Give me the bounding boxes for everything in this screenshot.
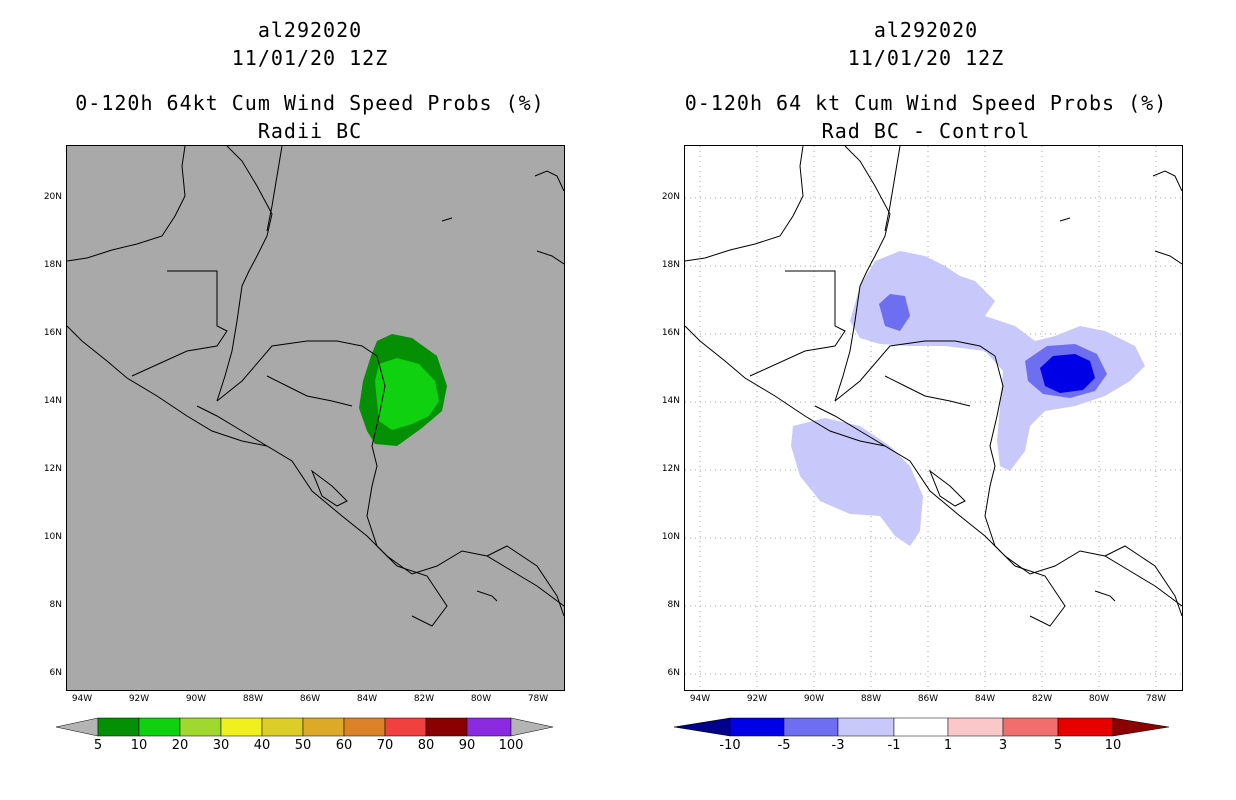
left-colorbar-swatch	[466, 717, 512, 737]
right-diff-minus5-contour	[1040, 354, 1095, 393]
right-colorbar	[674, 717, 1170, 737]
left-lat-label: 20N	[43, 192, 62, 202]
left-datetime: 11/01/20 12Z	[231, 46, 389, 70]
left-colorbar-high-end	[510, 717, 554, 737]
right-colorbar-label: 5	[1053, 738, 1063, 753]
left-colorbar-swatch	[384, 717, 427, 737]
right-diff-minus1-contour-north	[850, 251, 1145, 471]
left-subtitle: Radii BC	[257, 119, 363, 143]
right-colorbar-label: -5	[777, 738, 791, 753]
left-colorbar	[56, 717, 554, 737]
left-colorbar-swatch	[261, 717, 304, 737]
left-colorbar-swatch	[97, 717, 140, 737]
left-lon-label: 94W	[71, 694, 93, 704]
left-lon-label: 80W	[470, 694, 492, 704]
left-colorbar-swatch	[302, 717, 345, 737]
left-lat-label: 8N	[49, 600, 62, 610]
right-colorbar-swatch	[783, 717, 839, 737]
right-lon-label: 88W	[860, 694, 882, 704]
right-storm-id: al292020	[873, 18, 979, 42]
right-map	[684, 145, 1183, 691]
left-colorbar-swatch	[138, 717, 181, 737]
right-lat-label: 14N	[661, 396, 680, 406]
right-colorbar-swatch	[947, 717, 1004, 737]
left-colorbar-low-end	[56, 717, 99, 737]
right-title: 0-120h 64 kt Cum Wind Speed Probs (%)	[684, 91, 1168, 115]
left-colorbar-swatch	[220, 717, 263, 737]
right-colorbar-swatch	[729, 717, 785, 737]
right-gridlines	[685, 146, 1182, 690]
right-lon-label: 90W	[803, 694, 825, 704]
left-colorbar-label: 60	[335, 738, 353, 753]
right-diff-minus3-contour-north	[879, 294, 910, 331]
left-coastlines	[67, 146, 564, 627]
right-lon-label: 84W	[974, 694, 996, 704]
left-colorbar-swatch	[179, 717, 222, 737]
left-lon-label: 86W	[299, 694, 321, 704]
left-colorbar-label: 90	[458, 738, 476, 753]
left-lat-label: 6N	[49, 668, 62, 678]
left-colorbar-swatch	[343, 717, 386, 737]
right-lat-label: 8N	[667, 600, 680, 610]
right-lon-label: 78W	[1145, 694, 1167, 704]
left-colorbar-label: 100	[498, 738, 524, 753]
right-colorbar-label: -3	[831, 738, 845, 753]
left-lon-label: 84W	[356, 694, 378, 704]
right-subtitle: Rad BC - Control	[821, 119, 1031, 143]
left-lon-label: 78W	[527, 694, 549, 704]
left-prob-20-contour	[375, 358, 439, 430]
left-colorbar-label: 10	[130, 738, 148, 753]
right-colorbar-swatch	[837, 717, 895, 737]
right-lat-label: 20N	[661, 192, 680, 202]
left-colorbar-label: 30	[212, 738, 230, 753]
right-colorbar-swatch	[1057, 717, 1114, 737]
left-storm-id: al292020	[257, 18, 363, 42]
right-lat-label: 18N	[661, 260, 680, 270]
right-colorbar-label: 3	[998, 738, 1008, 753]
left-title: 0-120h 64kt Cum Wind Speed Probs (%)	[75, 91, 545, 115]
left-lat-label: 10N	[43, 532, 62, 542]
left-lat-label: 12N	[43, 464, 62, 474]
right-colorbar-swatch	[893, 717, 949, 737]
left-colorbar-label: 20	[171, 738, 189, 753]
right-colorbar-label: -1	[887, 738, 901, 753]
right-lat-label: 6N	[667, 668, 680, 678]
left-lon-label: 92W	[128, 694, 150, 704]
left-lat-label: 14N	[43, 396, 62, 406]
right-datetime: 11/01/20 12Z	[847, 46, 1005, 70]
left-colorbar-label: 80	[417, 738, 435, 753]
right-lon-label: 92W	[746, 694, 768, 704]
right-colorbar-swatch	[1002, 717, 1059, 737]
right-lon-label: 86W	[917, 694, 939, 704]
left-lon-label: 82W	[413, 694, 435, 704]
left-lat-label: 18N	[43, 260, 62, 270]
left-map	[66, 145, 565, 691]
left-lat-label: 16N	[43, 328, 62, 338]
left-lon-label: 90W	[185, 694, 207, 704]
right-lon-label: 82W	[1031, 694, 1053, 704]
right-colorbar-label: 1	[943, 738, 953, 753]
left-map-canvas	[67, 146, 564, 627]
left-lon-label: 88W	[242, 694, 264, 704]
left-colorbar-label: 50	[294, 738, 312, 753]
left-colorbar-label: 70	[376, 738, 394, 753]
right-lon-label: 94W	[689, 694, 711, 704]
right-lat-label: 12N	[661, 464, 680, 474]
right-lat-label: 10N	[661, 532, 680, 542]
left-colorbar-label: 40	[253, 738, 271, 753]
right-colorbar-label: -10	[719, 738, 741, 753]
right-map-canvas	[685, 146, 1182, 690]
right-colorbar-label: 10	[1104, 738, 1122, 753]
left-colorbar-swatch	[425, 717, 468, 737]
right-colorbar-high-end	[1112, 717, 1170, 737]
right-lat-label: 16N	[661, 328, 680, 338]
left-colorbar-label: 5	[93, 738, 103, 753]
right-diff-minus1-contour-south	[791, 418, 923, 546]
right-lon-label: 80W	[1088, 694, 1110, 704]
right-colorbar-low-end	[674, 717, 731, 737]
right-coastlines	[685, 146, 1182, 627]
